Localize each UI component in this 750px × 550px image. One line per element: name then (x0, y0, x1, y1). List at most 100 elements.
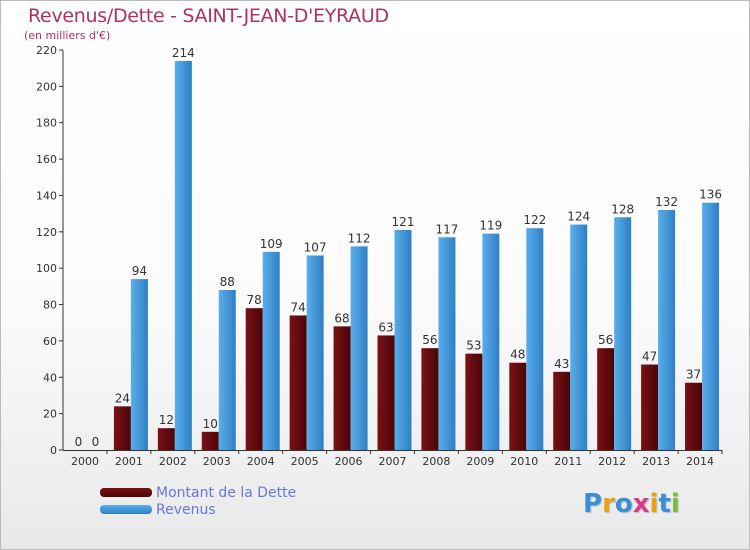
y-tick-label: 100 (36, 262, 57, 275)
bar-dette (553, 371, 571, 450)
legend-label-dette: Montant de la Dette (156, 485, 297, 501)
legend-label-revenus: Revenus (156, 502, 216, 518)
x-tick-label: 2011 (554, 455, 582, 468)
bar-revenus (130, 279, 148, 450)
data-label-dette: 43 (554, 357, 569, 371)
proxiti-logo: Proxiti (583, 489, 680, 519)
bar-revenus (482, 233, 500, 450)
y-tick-label: 200 (36, 80, 57, 93)
x-tick-label: 2010 (510, 455, 538, 468)
bar-dette (641, 364, 659, 450)
legend-swatch-dette (100, 488, 152, 497)
x-tick-label: 2012 (598, 455, 626, 468)
data-label-revenus: 214 (172, 46, 195, 60)
bar-dette (377, 335, 395, 450)
data-label-dette: 10 (203, 417, 218, 431)
data-label-dette: 48 (510, 348, 525, 362)
data-label-dette: 37 (686, 368, 701, 382)
x-tick-label: 2009 (466, 455, 494, 468)
data-label-revenus: 119 (479, 219, 502, 233)
bar-revenus (526, 228, 544, 450)
bar-dette (201, 431, 219, 450)
logo-letter: i (670, 489, 680, 519)
x-tick-label: 2004 (247, 455, 275, 468)
bar-dette (465, 353, 483, 450)
bar-dette (113, 406, 131, 450)
bar-dette (245, 308, 263, 450)
y-tick-label: 160 (36, 153, 57, 166)
x-tick-label: 2006 (335, 455, 363, 468)
bar-dette (333, 326, 351, 450)
data-label-dette: 56 (598, 333, 613, 347)
bar-dette (597, 348, 615, 450)
data-label-revenus: 122 (523, 213, 546, 227)
data-label-dette: 63 (378, 320, 393, 334)
data-label-revenus: 109 (260, 237, 283, 251)
bar-revenus (394, 230, 412, 450)
data-label-revenus: 107 (304, 240, 327, 254)
logo-letter: o (614, 489, 633, 519)
x-tick-label: 2001 (115, 455, 143, 468)
data-label-dette: 74 (290, 300, 305, 314)
data-label-dette: 68 (334, 311, 349, 325)
bar-revenus (306, 255, 324, 450)
y-tick-label: 0 (50, 444, 57, 457)
data-label-dette: 12 (159, 413, 174, 427)
x-tick-label: 2007 (379, 455, 407, 468)
bar-revenus (570, 224, 588, 450)
bar-revenus (702, 202, 720, 450)
y-tick-label: 140 (36, 189, 57, 202)
x-tick-label: 2008 (422, 455, 450, 468)
y-tick-label: 180 (36, 117, 57, 130)
y-tick-label: 80 (43, 299, 57, 312)
chart-subtitle: (en milliers d'€) (24, 29, 111, 42)
bar-dette (685, 382, 703, 450)
data-label-revenus: 88 (220, 275, 235, 289)
x-tick-label: 2013 (642, 455, 670, 468)
x-tick-label: 2002 (159, 455, 187, 468)
data-label-revenus: 112 (348, 231, 371, 245)
y-tick-label: 220 (36, 44, 57, 57)
x-tick-label: 2000 (71, 455, 99, 468)
data-label-revenus: 0 (92, 435, 100, 449)
data-label-dette: 56 (422, 333, 437, 347)
data-label-revenus: 132 (655, 195, 678, 209)
logo-letter: x (632, 489, 650, 519)
bar-revenus (438, 237, 456, 450)
data-label-dette: 0 (75, 435, 83, 449)
y-tick-label: 20 (43, 408, 57, 421)
logo-letter: P (583, 489, 603, 519)
chart-title: Revenus/Dette - SAINT-JEAN-D'EYRAUD (28, 5, 389, 27)
x-tick-label: 2003 (203, 455, 231, 468)
data-label-revenus: 124 (567, 210, 590, 224)
data-label-revenus: 136 (699, 188, 722, 202)
bar-revenus (658, 210, 676, 450)
bar-dette (509, 362, 527, 450)
bar-revenus (614, 217, 632, 450)
data-label-revenus: 94 (132, 264, 147, 278)
bar-dette (157, 428, 175, 450)
logo-letter: r (602, 489, 615, 519)
data-label-revenus: 128 (611, 202, 634, 216)
bar-dette (289, 315, 307, 450)
legend-swatch-revenus (100, 505, 152, 514)
data-label-dette: 53 (466, 339, 481, 353)
data-label-revenus: 117 (435, 222, 458, 236)
bar-revenus (218, 290, 236, 450)
data-label-dette: 24 (115, 391, 130, 405)
x-tick-label: 2005 (291, 455, 319, 468)
y-tick-label: 60 (43, 335, 57, 348)
bar-revenus (174, 60, 192, 451)
bar-revenus (262, 251, 280, 450)
logo-letter: i (649, 489, 659, 519)
data-label-revenus: 121 (392, 215, 415, 229)
y-tick-label: 40 (43, 371, 57, 384)
x-tick-label: 2014 (686, 455, 714, 468)
logo-letter: t (658, 489, 671, 519)
bar-revenus (350, 246, 368, 450)
data-label-dette: 78 (247, 293, 262, 307)
y-tick-label: 120 (36, 226, 57, 239)
data-label-dette: 47 (642, 350, 657, 364)
bar-dette (421, 348, 439, 450)
